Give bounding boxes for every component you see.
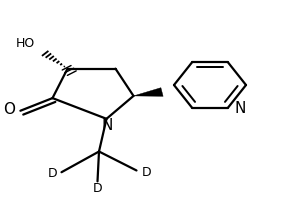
- Text: D: D: [141, 166, 151, 179]
- Polygon shape: [134, 88, 163, 96]
- Text: O: O: [3, 102, 15, 117]
- Text: D: D: [48, 167, 57, 180]
- Text: N: N: [101, 118, 113, 133]
- Text: HO: HO: [16, 37, 35, 50]
- Text: D: D: [93, 182, 102, 195]
- Text: N: N: [234, 101, 246, 116]
